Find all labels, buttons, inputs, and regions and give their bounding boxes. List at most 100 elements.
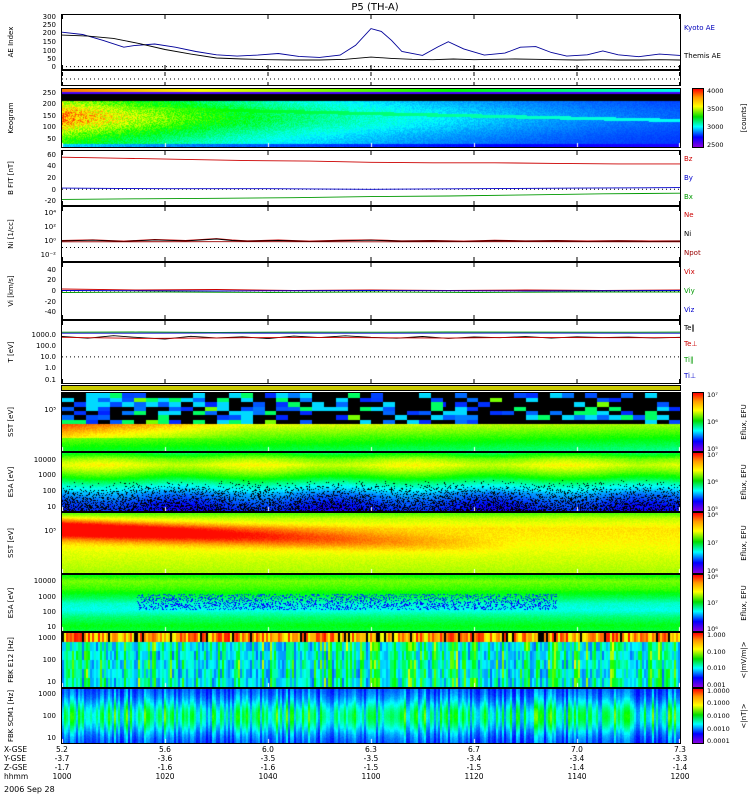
sst_ion-colorbar (692, 392, 704, 452)
panel-bfit (61, 150, 681, 206)
fbk_e-colorbar (692, 632, 704, 688)
keogram-colorbar-tick: 4000 (707, 87, 724, 95)
x-axis-value: 1120 (464, 772, 484, 781)
bfit-series-Bz (61, 156, 680, 165)
esa_ion-ytick: 10 (47, 503, 56, 512)
x-axis-value: -1.7 (54, 763, 70, 772)
sst_ion-ytick: 10⁵ (44, 406, 56, 414)
panel-keogram (61, 88, 681, 148)
x-axis-row-label-z-gse: Z-GSE (4, 763, 28, 772)
x-axis-value: 1100 (361, 772, 381, 781)
sst_elec-colorbar-tick: 10⁸ (707, 511, 718, 520)
sst_elec-spectrogram-canvas (62, 513, 680, 573)
ae-ytick: 250 (42, 21, 56, 30)
esa_elec-axis-label: ESA [eV] (7, 587, 15, 619)
panel-band (61, 385, 681, 391)
keogram-ytick: 100 (42, 123, 56, 132)
esa_elec-ytick: 1000 (38, 592, 56, 601)
x-axis-value: 1040 (258, 772, 278, 781)
panel-fbk_e (61, 632, 681, 688)
esa_ion-colorbar-tick: 10⁷ (707, 451, 718, 459)
x-axis-value: -3.5 (363, 754, 379, 763)
bfit-legend-0: Bz (684, 155, 693, 164)
sst_elec-colorbar-tick: 10⁷ (707, 539, 718, 547)
fbk_e-ytick: 1000 (38, 634, 56, 643)
ni-axis-label: Ni [1/cc] (7, 219, 15, 249)
x-axis-value: 6.0 (262, 745, 274, 754)
x-axis-value: 7.3 (674, 745, 686, 754)
bfit-ytick: 20 (47, 174, 56, 182)
x-axis-value: -3.5 (260, 754, 276, 763)
fbk_sc-colorbar-tick: 0.0001 (707, 737, 730, 746)
sst_elec-colorbar (692, 512, 704, 574)
x-axis-value: 6.7 (468, 745, 480, 754)
keogram-colorbar-unit: [counts] (740, 103, 748, 133)
ae-ytick: 100 (42, 46, 56, 55)
x-axis-value: 1000 (52, 772, 72, 781)
fbk_sc-spectrogram-canvas (62, 689, 680, 743)
bfit-series-By (61, 187, 681, 190)
fbk_sc-ytick: 100 (42, 712, 56, 720)
vi-ytick: 0 (51, 287, 56, 295)
bfit-series-Bx (61, 192, 681, 200)
ae-ytick: 0 (51, 63, 56, 72)
esa_ion-ytick: 10000 (33, 455, 56, 464)
panel-fbk_sc (61, 688, 681, 744)
keogram-ytick: 200 (42, 100, 56, 109)
x-axis-value: -1.4 (569, 763, 585, 772)
x-axis-value: -1.6 (157, 763, 173, 772)
temp-legend-1: Te⊥ (684, 340, 698, 348)
temp-series-Te-perp (61, 336, 681, 339)
ae-ytick: 150 (42, 38, 56, 46)
temp-ytick: 0.1 (44, 375, 56, 384)
vi-ytick: -20 (44, 297, 56, 306)
ni-series-Ni (61, 238, 681, 242)
esa_ion-colorbar (692, 452, 704, 512)
keogram-colorbar (692, 88, 704, 148)
fbk_e-ytick: 100 (42, 656, 56, 664)
x-axis-value: -1.5 (363, 763, 379, 772)
x-axis-value: 1140 (567, 772, 587, 781)
sst_elec-colorbar-unit: Eflux, EFU (740, 525, 748, 561)
x-axis-value: 1020 (155, 772, 175, 781)
x-axis-value: 1200 (670, 772, 690, 781)
ae-axis-label: AE Index (7, 26, 15, 58)
panel-ni (61, 206, 681, 262)
keogram-axis-label: Keogram (7, 102, 15, 134)
x-axis-value: -3.6 (157, 754, 173, 763)
fbk_sc-colorbar (692, 688, 704, 744)
x-axis-value: -1.4 (672, 763, 688, 772)
vi-series-Viy (61, 291, 680, 293)
panel-esa_ion (61, 452, 681, 512)
x-axis-row-label-x-gse: X-GSE (4, 745, 28, 754)
page-title: P5 (TH-A) (351, 2, 399, 13)
keogram-spectrogram-canvas (62, 89, 680, 147)
esa_elec-colorbar-tick: 10⁸ (707, 572, 718, 581)
bfit-axis-label: B FIT [nT] (7, 161, 15, 195)
bfit-ytick: 60 (47, 150, 56, 159)
esa_elec-colorbar-tick: 10⁷ (707, 599, 718, 607)
fbk_sc-colorbar-tick: 0.0100 (707, 712, 730, 720)
x-axis-value: -3.4 (569, 754, 585, 763)
temp-ytick: 100.0 (35, 341, 56, 350)
vi-ytick: -40 (44, 308, 56, 317)
sst_elec-ytick: 10⁵ (44, 526, 56, 535)
fbk_sc-colorbar-tick: 1.0000 (707, 686, 730, 695)
vi-ytick: 20 (47, 276, 56, 285)
fbk_sc-ytick: 1000 (38, 690, 56, 699)
esa_ion-colorbar-tick: 10⁵ (707, 505, 718, 513)
x-axis-value: 6.3 (365, 745, 377, 754)
sst_ion-colorbar-tick: 10⁶ (707, 418, 718, 426)
esa_ion-ytick: 1000 (38, 471, 56, 480)
x-axis-row-label-y-gse: Y-GSE (4, 754, 26, 763)
x-axis-value: -3.4 (466, 754, 482, 763)
sst_ion-spectrogram-canvas (62, 393, 680, 451)
ae-legend-0: Kyoto AE (684, 24, 715, 32)
panel-vi (61, 262, 681, 320)
fbk_sc-colorbar-tick: 0.0010 (707, 724, 730, 733)
fbk_sc-colorbar-unit: <|nT|> (740, 703, 748, 729)
vi-plot (61, 263, 681, 319)
vi-axis-label: Vi [km/s] (7, 275, 15, 307)
temp-plot (61, 321, 681, 383)
temp-ytick: 10.0 (40, 353, 56, 362)
